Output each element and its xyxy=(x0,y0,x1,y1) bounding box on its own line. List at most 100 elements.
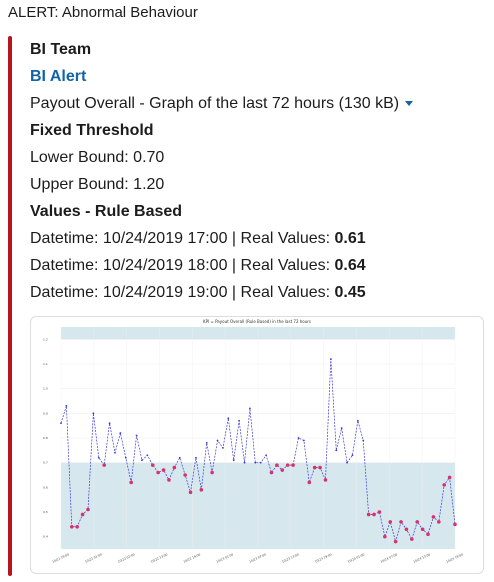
data-point xyxy=(65,405,68,407)
anomaly-point xyxy=(172,465,177,470)
data-point xyxy=(346,461,348,464)
threshold-heading: Fixed Threshold xyxy=(30,122,154,139)
chart-image[interactable]: KPI = Payout Overall (Rule Based) in the… xyxy=(30,316,484,574)
anomaly-point xyxy=(420,527,425,532)
data-point xyxy=(216,439,219,442)
data-point xyxy=(135,434,138,437)
y-tick-label: 1.0 xyxy=(43,387,48,391)
y-tick-label: 1.1 xyxy=(43,362,48,366)
chart-title: KPI = Payout Overall (Rule Based) in the… xyxy=(203,319,311,324)
data-point xyxy=(227,417,230,420)
y-tick-label: 0.8 xyxy=(43,436,48,440)
anomaly-point xyxy=(442,483,447,487)
x-tick-label: 10/24 19:00 xyxy=(445,552,463,563)
attachment-content: BI Team BI Alert Payout Overall - Graph … xyxy=(30,36,488,574)
chevron-down-icon[interactable] xyxy=(405,101,414,106)
x-tick-label: 10/22 07:00 xyxy=(117,552,135,563)
data-point xyxy=(108,422,111,425)
data-point xyxy=(92,412,95,415)
data-point xyxy=(178,456,181,459)
series-line xyxy=(60,359,456,543)
anomaly-point xyxy=(399,520,403,524)
x-tick-label: 10/23 13:00 xyxy=(281,552,299,563)
data-point xyxy=(60,422,62,425)
value-row-number: 0.45 xyxy=(334,284,366,301)
anomaly-point xyxy=(431,515,436,519)
x-tick-label: 10/23 07:00 xyxy=(248,552,266,563)
anomaly-point xyxy=(285,463,290,467)
anomaly-point xyxy=(307,480,312,485)
value-row-text: Datetime: 10/24/2019 17:00 | Real Values… xyxy=(30,230,335,247)
anomaly-point xyxy=(447,475,452,480)
y-tick-label: 1.2 xyxy=(43,337,48,341)
anomaly-point xyxy=(161,468,166,472)
data-point xyxy=(351,454,354,457)
anomaly-point xyxy=(183,473,187,477)
anomaly-point xyxy=(318,465,322,470)
anomaly-point xyxy=(269,470,274,475)
value-row-text: Datetime: 10/24/2019 18:00 | Real Values… xyxy=(30,257,335,274)
anomaly-point xyxy=(80,512,85,517)
anomaly-point xyxy=(410,537,414,541)
x-tick-label: 10/22 19:00 xyxy=(183,552,201,563)
y-tick-label: 0.7 xyxy=(43,461,48,465)
attachment-author: BI Team xyxy=(30,41,92,58)
anomaly-point xyxy=(366,512,371,517)
anomaly-point xyxy=(426,532,430,536)
attachment-color-bar xyxy=(8,36,12,576)
data-point xyxy=(119,432,122,434)
anomaly-point xyxy=(156,470,160,475)
anomaly-point xyxy=(383,534,387,539)
y-tick-label: 0.6 xyxy=(43,485,48,489)
y-tick-label: 0.9 xyxy=(43,411,48,415)
data-point xyxy=(124,456,127,459)
anomaly-point xyxy=(167,478,171,482)
message-attachment: BI Team BI Alert Payout Overall - Graph … xyxy=(8,36,488,578)
anomaly-point xyxy=(404,527,409,532)
file-row: Payout Overall - Graph of the last 72 ho… xyxy=(30,90,488,117)
alert-title: ALERT: Abnormal Behaviour xyxy=(8,4,198,21)
x-tick-label: 10/23 01:00 xyxy=(216,552,234,563)
y-tick-label: 0.4 xyxy=(43,535,48,539)
data-point xyxy=(141,459,143,462)
anomaly-point xyxy=(75,525,79,529)
anomaly-point xyxy=(377,510,382,514)
data-point xyxy=(265,454,267,457)
x-tick-label: 10/22 13:00 xyxy=(150,552,168,563)
data-point xyxy=(362,439,365,442)
bi-alert-link[interactable]: BI Alert xyxy=(30,68,87,85)
value-row-text: Datetime: 10/24/2019 19:00 | Real Values… xyxy=(30,284,335,301)
data-point xyxy=(238,419,241,422)
data-point xyxy=(243,461,246,464)
data-point xyxy=(97,456,100,459)
anomaly-point xyxy=(150,463,155,467)
value-row: Datetime: 10/24/2019 19:00 | Real Values… xyxy=(30,279,488,306)
y-tick-label: 0.5 xyxy=(43,510,48,514)
data-point xyxy=(329,358,332,360)
data-point xyxy=(249,407,251,410)
data-point xyxy=(205,442,208,444)
anomaly-point xyxy=(291,463,295,467)
anomaly-point xyxy=(312,465,317,470)
data-point xyxy=(302,439,305,442)
upper-bound: Upper Bound: 1.20 xyxy=(30,176,165,193)
file-label[interactable]: Payout Overall - Graph of the last 72 ho… xyxy=(30,95,400,112)
x-tick-label: 10/21 19:00 xyxy=(51,552,69,563)
anomaly-point xyxy=(275,463,279,467)
value-row: Datetime: 10/24/2019 17:00 | Real Values… xyxy=(30,225,488,252)
anomaly-point xyxy=(372,512,376,517)
anomaly-point xyxy=(453,522,457,527)
x-tick-label: 10/24 13:00 xyxy=(413,552,431,563)
data-point xyxy=(114,451,116,454)
data-point xyxy=(335,449,338,452)
x-tick-label: 10/24 07:00 xyxy=(380,552,398,563)
anomaly-point xyxy=(323,478,328,482)
anomaly-point xyxy=(437,520,441,524)
anomaly-point xyxy=(393,539,398,544)
anomaly-point xyxy=(388,520,393,524)
data-point xyxy=(356,419,359,422)
data-point xyxy=(146,454,149,457)
data-point xyxy=(195,456,197,459)
value-row-number: 0.64 xyxy=(334,257,366,274)
anomaly-point xyxy=(415,520,420,524)
